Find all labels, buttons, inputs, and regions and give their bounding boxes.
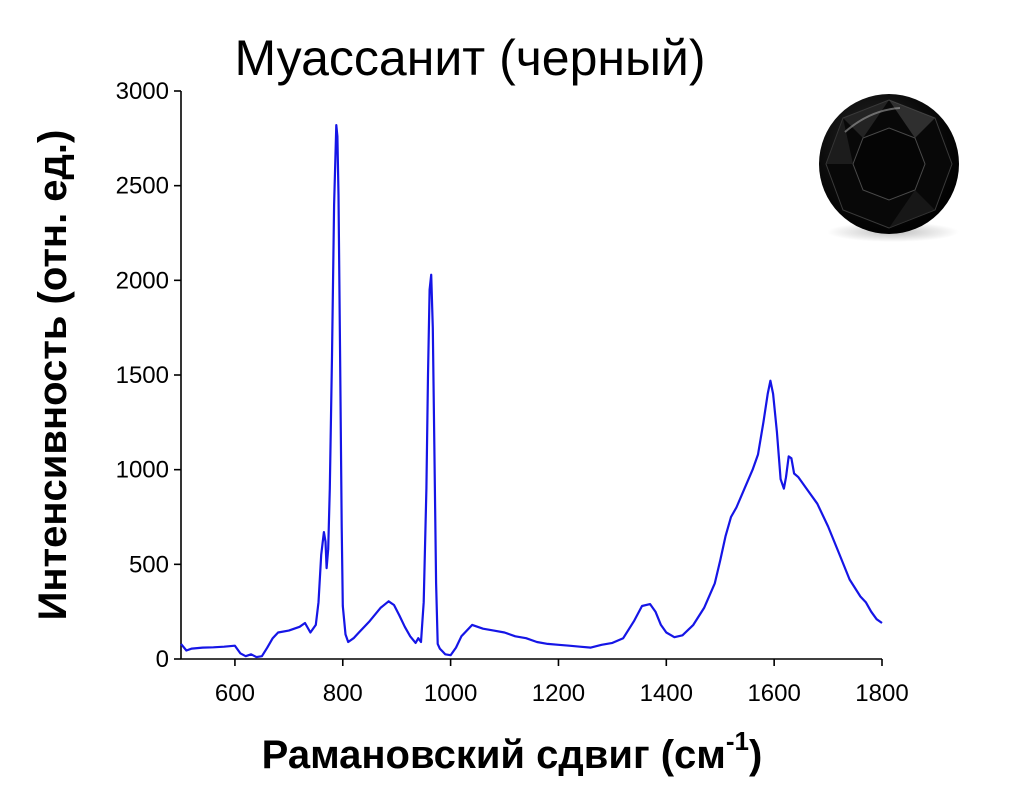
x-tick-label: 1800 — [855, 680, 908, 707]
series-layer — [180, 124, 883, 659]
x-axis-label-close: ) — [749, 733, 762, 777]
y-tick-label: 500 — [129, 551, 169, 578]
x-ticks: 600 800 1000 1200 1400 1600 1800 — [215, 659, 909, 707]
y-tick-label: 2500 — [116, 173, 169, 200]
x-tick-label: 800 — [323, 680, 363, 707]
x-axis-label-main: Рамановский сдвиг (см — [262, 733, 726, 777]
x-tick-label: 1200 — [532, 680, 585, 707]
y-axis-label: Интенсивность (отн. ед.) — [31, 130, 75, 621]
y-tick-label: 2000 — [116, 267, 169, 294]
y-tick-label: 1500 — [116, 362, 169, 389]
x-axis-label-superscript: -1 — [726, 726, 749, 756]
x-axis-label: Рамановский сдвиг (см-1) — [262, 726, 763, 777]
spectrum-line — [180, 124, 883, 659]
y-tick-label: 1000 — [116, 457, 169, 484]
y-tick-label: 3000 — [116, 78, 169, 105]
y-ticks: 0 500 1000 1500 2000 2500 3000 — [116, 78, 181, 673]
x-tick-label: 600 — [215, 680, 255, 707]
x-tick-label: 1600 — [747, 680, 800, 707]
black-gemstone-icon — [819, 94, 959, 242]
x-tick-label: 1400 — [640, 680, 693, 707]
plot-area: 0 500 1000 1500 2000 2500 3000 600 800 1000 1200 1… — [116, 78, 909, 707]
chart-title: Муассанит (черный) — [234, 30, 705, 86]
x-tick-label: 1000 — [424, 680, 477, 707]
y-axis-label-text: Интенсивность (отн. ед.) — [31, 130, 75, 621]
y-tick-label: 0 — [156, 646, 169, 673]
